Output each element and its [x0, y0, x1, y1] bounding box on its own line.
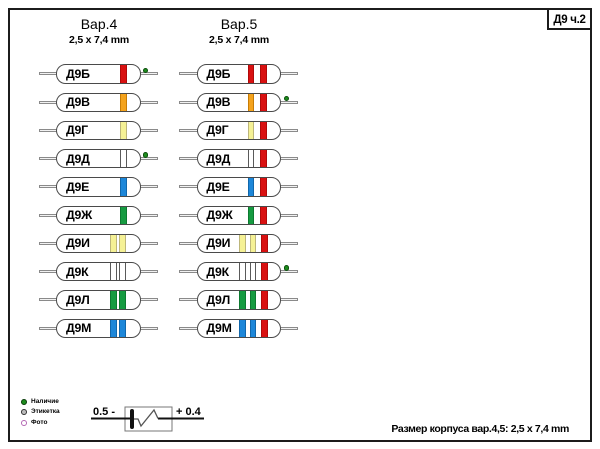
svg-text:+ 0.4: + 0.4 [176, 406, 202, 418]
svg-text:0.5 -: 0.5 - [93, 406, 115, 418]
